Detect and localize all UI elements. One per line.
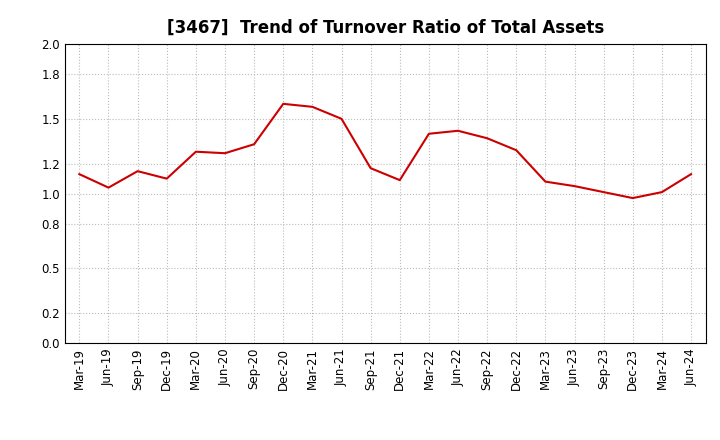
Title: [3467]  Trend of Turnover Ratio of Total Assets: [3467] Trend of Turnover Ratio of Total … xyxy=(166,19,604,37)
